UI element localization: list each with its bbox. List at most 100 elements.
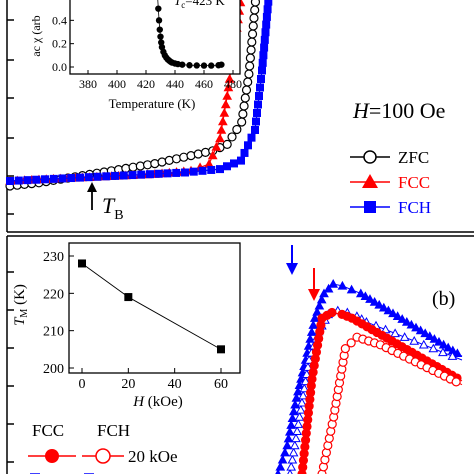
panel-b-point-0 <box>277 454 288 464</box>
legend-b-entry-label: 20 kOe <box>128 447 178 466</box>
panel-b-point-2 <box>327 307 337 318</box>
inset-a-xtick-label: 460 <box>195 77 213 91</box>
panel-b-point-0 <box>287 413 298 423</box>
panel-a-point-fch <box>258 58 267 67</box>
panel-b-point-1 <box>286 461 297 471</box>
field-annotation: H=100 Oe <box>352 98 445 123</box>
panel-b-point-0 <box>312 306 322 316</box>
inset-a-xtick-label: 440 <box>166 77 184 91</box>
panel-a-point-zfc <box>241 85 252 95</box>
panel-a-point-fcc <box>224 73 235 83</box>
inset-a-point <box>193 62 200 69</box>
inset-b-xtick-label: 60 <box>214 377 228 392</box>
panel-b-point-1 <box>297 397 307 407</box>
panel-b-point-1 <box>390 328 400 338</box>
panel-a-point-fcc <box>222 90 233 100</box>
panel-a-point-fch <box>260 35 269 44</box>
panel-a-point-fch <box>264 0 273 6</box>
panel-b-point-0 <box>314 300 325 310</box>
panel-a-point-fcc <box>223 82 234 92</box>
inset-a-frame <box>69 0 241 75</box>
panel-a-point-fch <box>49 174 58 183</box>
panel-a-point-fcc <box>220 99 231 109</box>
panel-a-point-fcc <box>218 116 228 126</box>
panel-b-point-0 <box>401 316 412 326</box>
legend-b-header-fch: FCH <box>97 421 130 440</box>
panel-a-point-fch <box>58 174 67 183</box>
inset-a-xlabel: Temperature (K) <box>109 96 196 111</box>
panel-a-frame <box>6 0 474 233</box>
panel-b-point-0 <box>388 308 398 318</box>
panel-b-point-0 <box>429 334 440 343</box>
legend-b-fcc-marker <box>45 449 59 463</box>
legend-b-header-fcc: FCC <box>32 421 64 440</box>
panel-b-point-0 <box>323 283 334 293</box>
panel-b-point-0 <box>286 420 296 429</box>
panel-a-point-fch <box>76 173 84 182</box>
panel-b-point-0 <box>283 433 294 443</box>
panel-a-point-fch <box>189 167 198 176</box>
panel-b-frame <box>6 235 474 474</box>
inset-a-xtick-label: 380 <box>79 77 97 91</box>
panel-a-point-fch <box>257 75 265 83</box>
tb-label: TB <box>102 193 124 223</box>
panel-a-point-fch <box>263 5 272 14</box>
panel-a-point-zfc <box>246 45 256 55</box>
panel-b-point-0 <box>355 288 366 298</box>
panel-b-point-0 <box>369 297 380 306</box>
panel-b-point-0 <box>291 392 302 402</box>
panel-b-point-0 <box>411 322 421 332</box>
panel-a-point-zfc <box>243 77 253 87</box>
inset-b-point <box>217 345 225 354</box>
legend-b-fch-marker <box>95 448 111 464</box>
legend-fch-label: FCH <box>398 198 431 217</box>
panel-b-point-0 <box>316 294 327 304</box>
panel-b-point-1 <box>301 369 312 378</box>
legend-zfc-marker <box>363 150 377 164</box>
inset-b: 0 20 40 60 200 210 220 230 H (kOe) TM (K) <box>12 242 241 410</box>
panel-a-point-fch <box>32 175 41 184</box>
inset-b-ytick-label: 230 <box>43 250 64 265</box>
panel-b-point-1 <box>293 419 304 428</box>
panel-b-point-1 <box>438 347 448 357</box>
panel-a-point-fch <box>262 20 271 29</box>
panel-b-point-0 <box>415 325 426 335</box>
panel-a-point-fch <box>84 173 93 182</box>
legend-fch-marker <box>364 201 376 213</box>
panel-a-point-zfc <box>239 101 249 111</box>
panel-a-point-fch <box>102 172 111 181</box>
panel-b-point-0 <box>288 406 299 416</box>
inset-b-point <box>124 293 133 302</box>
panel-b-point-1 <box>299 383 310 393</box>
inset-b-points <box>78 259 225 354</box>
inset-a-point <box>218 61 225 68</box>
panel-a-point-zfc <box>240 93 250 103</box>
inset-a-point <box>200 62 208 69</box>
panel-a-point-fch <box>244 141 252 150</box>
panel-a-point-zfc <box>250 0 261 7</box>
panel-a-point-fch <box>23 176 32 185</box>
inset-b-xlabel: H (kOe) <box>132 394 183 410</box>
panel-b-point-0 <box>443 342 454 352</box>
panel-a-point-fch <box>258 66 266 75</box>
inset-a-points <box>155 0 225 69</box>
panel-a-point-fch <box>172 168 181 177</box>
panel-a-point-fcc <box>215 133 225 143</box>
panel-a-point-fch <box>256 83 264 92</box>
panel-b-point-0 <box>360 291 371 301</box>
inset-a: 380 400 420 440 460 480 0.0 0.2 0.4 Temperature … <box>29 0 242 111</box>
panel-a-point-zfc <box>232 124 242 135</box>
panel-b-point-1 <box>291 433 301 443</box>
panel-a-point-fch <box>93 172 102 181</box>
inset-a-point <box>186 62 193 69</box>
panel-a-point-zfc <box>222 139 232 149</box>
panel-a-point-fch <box>223 162 231 171</box>
inset-a-xtick-label: 420 <box>137 77 155 91</box>
panel-b-point-1 <box>300 376 311 386</box>
panel-b-point-0 <box>346 284 357 294</box>
tb-marker: TB <box>87 182 124 223</box>
panel-a-point-fch <box>240 148 249 157</box>
panel-b-point-0 <box>434 336 444 346</box>
panel-a-point-fch <box>41 175 49 184</box>
panel-b-label: (b) <box>432 288 455 310</box>
